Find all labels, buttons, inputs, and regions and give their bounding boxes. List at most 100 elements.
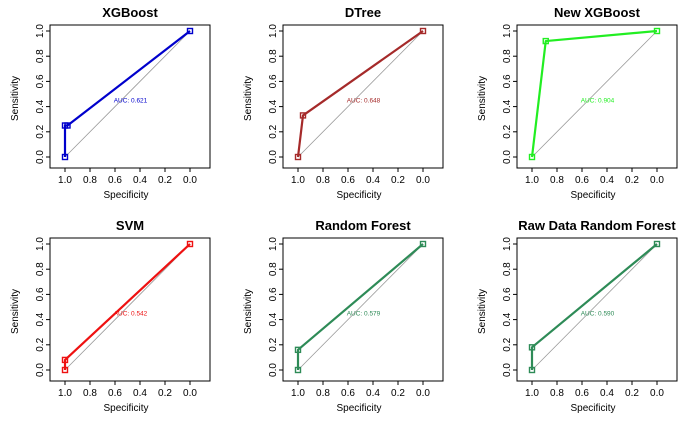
y-tick-label: 0.2 — [268, 337, 279, 351]
y-tick-label: 0.6 — [35, 74, 46, 88]
chart-title: Raw Data Random Forest — [518, 218, 676, 233]
plot-frame — [282, 24, 444, 169]
plot-frame — [282, 237, 444, 382]
y-axis-label: Sensitivity — [10, 76, 21, 121]
auc-label: AUC: 0.648 — [347, 97, 381, 104]
roc-point — [419, 27, 427, 35]
roc-point — [528, 366, 536, 374]
y-tick-label: 0.4 — [502, 312, 513, 326]
roc-panel: DTree 1.0 0.8 0.6 0.4 0.2 0.0 0.0 0.2 0.4 0.6 0.8 1.… — [243, 5, 444, 201]
y-tick-label: 0.8 — [268, 262, 279, 276]
y-tick-label: 0.4 — [35, 312, 46, 326]
roc-curve — [530, 29, 658, 158]
x-tick-label: 0.0 — [183, 175, 197, 186]
roc-point — [61, 356, 69, 364]
y-tick-label: 0.4 — [268, 99, 279, 113]
roc-point — [294, 153, 302, 161]
x-tick-label: 0.2 — [625, 388, 639, 399]
roc-point — [299, 112, 307, 119]
y-tick-label: 0.2 — [268, 124, 279, 138]
y-tick-label: 1.0 — [35, 237, 46, 251]
y-tick-label: 0.0 — [35, 363, 46, 377]
y-tick-label: 0.6 — [268, 74, 279, 88]
auc-label: AUC: 0.621 — [114, 97, 148, 104]
x-axis-label: Specificity — [103, 190, 148, 201]
roc-point — [61, 153, 69, 161]
x-tick-label: 0.4 — [366, 175, 380, 186]
x-tick-label: 1.0 — [58, 175, 72, 186]
y-tick-label: 1.0 — [268, 237, 279, 251]
y-tick-label: 0.0 — [502, 150, 513, 164]
x-tick-label: 0.6 — [341, 175, 355, 186]
x-tick-label: 0.8 — [316, 175, 330, 186]
y-tick-label: 1.0 — [268, 24, 279, 38]
y-tick-label: 0.2 — [502, 337, 513, 351]
x-axis-label: Specificity — [570, 403, 615, 414]
y-axis-label: Sensitivity — [243, 76, 254, 121]
x-tick-label: 0.8 — [550, 175, 564, 186]
x-tick-label: 0.0 — [650, 388, 664, 399]
y-tick-label: 0.6 — [502, 287, 513, 301]
x-tick-label: 0.6 — [108, 388, 122, 399]
roc-point — [64, 122, 71, 129]
x-tick-label: 0.2 — [158, 388, 172, 399]
roc-curve — [296, 30, 424, 158]
auc-label: AUC: 0.579 — [347, 310, 381, 317]
y-tick-label: 1.0 — [35, 24, 46, 38]
x-tick-label: 0.2 — [158, 175, 172, 186]
x-axis-label: Specificity — [103, 403, 148, 414]
y-tick-label: 0.2 — [502, 124, 513, 138]
x-tick-label: 0.6 — [575, 388, 589, 399]
roc-curve — [63, 30, 191, 157]
x-tick-label: 0.2 — [391, 388, 405, 399]
y-tick-label: 0.6 — [502, 74, 513, 88]
y-tick-label: 0.8 — [502, 262, 513, 276]
y-tick-label: 1.0 — [502, 24, 513, 38]
y-axis-label: Sensitivity — [477, 76, 488, 121]
y-tick-label: 0.8 — [35, 49, 46, 63]
roc-point — [542, 37, 549, 45]
x-tick-label: 0.2 — [391, 175, 405, 186]
x-axis-label: Specificity — [570, 190, 615, 201]
x-tick-label: 0.0 — [416, 388, 430, 399]
chance-diagonal — [64, 243, 191, 371]
plot-frame — [49, 237, 211, 382]
roc-point — [61, 366, 69, 374]
roc-point — [186, 240, 194, 248]
x-tick-label: 0.4 — [600, 388, 614, 399]
chance-diagonal — [64, 30, 191, 158]
x-tick-label: 0.8 — [316, 388, 330, 399]
roc-panel: New XGBoost 1.0 0.8 0.6 0.4 0.2 0.0 0.0 0.2 0.4 0.… — [477, 5, 678, 201]
roc-panel: Random Forest 1.0 0.8 0.6 0.4 0.2 0.0 0.0 0.2 0.4… — [243, 218, 444, 414]
x-tick-label: 0.4 — [133, 175, 147, 186]
y-tick-label: 0.4 — [35, 99, 46, 113]
chart-title: XGBoost — [102, 5, 158, 20]
roc-point — [528, 153, 536, 161]
roc-curve — [530, 243, 658, 370]
roc-curve — [296, 243, 424, 370]
y-tick-label: 0.8 — [502, 49, 513, 63]
y-tick-label: 1.0 — [502, 237, 513, 251]
y-tick-label: 0.6 — [268, 287, 279, 301]
y-axis-label: Sensitivity — [243, 289, 254, 334]
x-tick-label: 0.6 — [575, 175, 589, 186]
x-tick-label: 1.0 — [291, 175, 305, 186]
chart-title: DTree — [345, 5, 381, 20]
auc-label: AUC: 0.904 — [581, 97, 615, 104]
roc-point — [294, 366, 302, 374]
chance-diagonal — [531, 243, 658, 371]
roc-point — [294, 346, 302, 354]
chart-title: New XGBoost — [554, 5, 641, 20]
chance-diagonal — [531, 30, 658, 158]
x-tick-label: 0.4 — [133, 388, 147, 399]
plot-frame — [516, 237, 678, 382]
y-tick-label: 0.2 — [35, 337, 46, 351]
roc-panel: XGBoost 1.0 0.8 0.6 0.4 0.2 0.0 0.0 0.2 0.4 0.6 0.8… — [10, 5, 211, 201]
roc-point — [653, 27, 661, 35]
x-axis-label: Specificity — [336, 190, 381, 201]
x-tick-label: 1.0 — [58, 388, 72, 399]
x-tick-label: 0.4 — [366, 388, 380, 399]
y-tick-label: 0.2 — [35, 124, 46, 138]
roc-curve — [63, 243, 191, 370]
